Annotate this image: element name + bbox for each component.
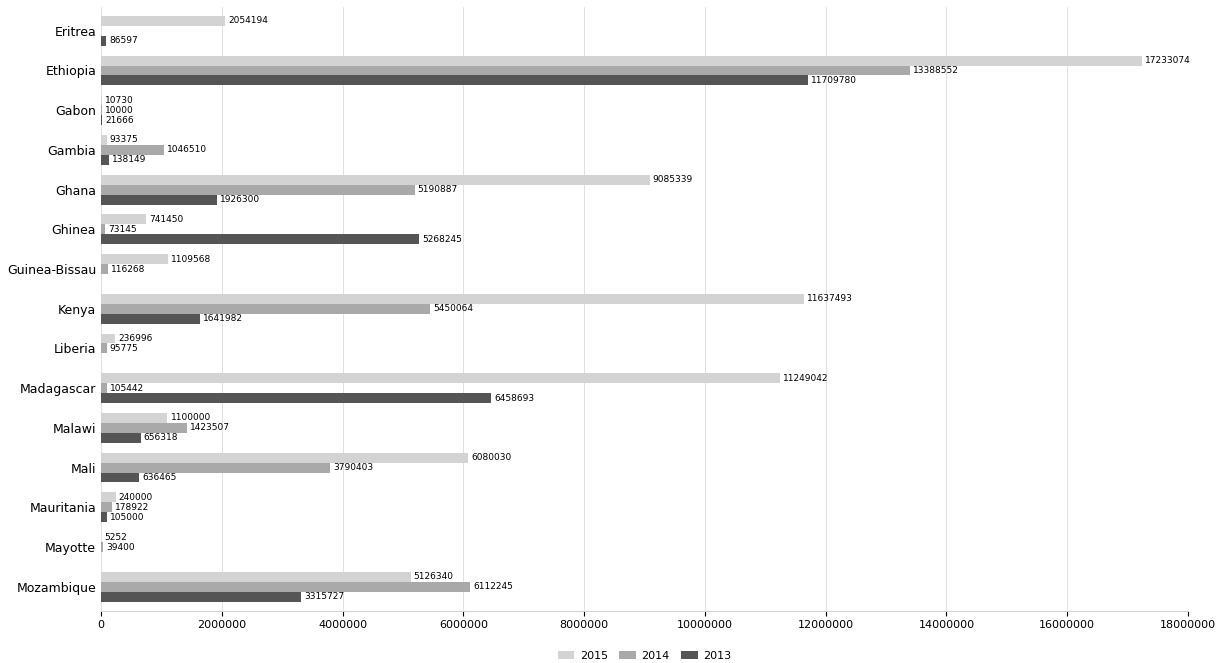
Text: 5190887: 5190887: [417, 185, 457, 194]
Text: 2054194: 2054194: [229, 17, 268, 25]
Text: 5268245: 5268245: [422, 235, 462, 244]
Text: 3315727: 3315727: [305, 592, 345, 601]
Bar: [102, 473, 139, 483]
Text: 741450: 741450: [149, 215, 183, 224]
Text: 3790403: 3790403: [333, 463, 373, 472]
Text: 1641982: 1641982: [203, 314, 243, 323]
Bar: [102, 254, 168, 264]
Text: 21666: 21666: [105, 115, 135, 125]
Bar: [102, 115, 103, 125]
Bar: [102, 373, 780, 383]
Text: 1423507: 1423507: [190, 424, 230, 432]
Bar: [102, 343, 106, 353]
Text: 1100000: 1100000: [170, 414, 210, 422]
Text: 17233074: 17233074: [1145, 56, 1190, 65]
Bar: [102, 413, 168, 423]
Bar: [102, 175, 649, 185]
Bar: [102, 503, 111, 512]
Text: 39400: 39400: [106, 542, 135, 552]
Text: 1926300: 1926300: [220, 195, 260, 204]
Bar: [102, 512, 108, 522]
Bar: [102, 145, 164, 155]
Bar: [102, 463, 330, 473]
Bar: [102, 314, 201, 324]
Bar: [102, 194, 218, 204]
Text: 1109568: 1109568: [171, 255, 212, 264]
Text: 636465: 636465: [143, 473, 177, 482]
Text: 240000: 240000: [119, 493, 153, 502]
Bar: [102, 433, 141, 443]
Bar: [102, 393, 492, 403]
Text: 5450064: 5450064: [433, 304, 473, 313]
Text: 11637493: 11637493: [807, 294, 852, 304]
Text: 11709780: 11709780: [811, 76, 857, 85]
Bar: [102, 36, 106, 46]
Text: 11249042: 11249042: [784, 374, 829, 383]
Bar: [102, 76, 808, 86]
Bar: [102, 333, 115, 343]
Bar: [102, 304, 430, 314]
Text: 116268: 116268: [111, 265, 146, 274]
Text: 5252: 5252: [104, 532, 127, 542]
Bar: [102, 56, 1142, 66]
Text: 93375: 93375: [110, 135, 138, 145]
Text: 6080030: 6080030: [471, 453, 511, 462]
Text: 13388552: 13388552: [912, 66, 959, 75]
Bar: [102, 234, 419, 244]
Text: 6458693: 6458693: [494, 394, 534, 402]
Bar: [102, 294, 804, 304]
Bar: [102, 135, 106, 145]
Bar: [102, 214, 146, 224]
Text: 95775: 95775: [110, 344, 138, 353]
Legend: 2015, 2014, 2013: 2015, 2014, 2013: [553, 646, 736, 663]
Text: 6112245: 6112245: [473, 582, 512, 591]
Bar: [102, 572, 411, 581]
Text: 10000: 10000: [105, 105, 133, 115]
Text: 178922: 178922: [115, 503, 149, 512]
Bar: [102, 453, 468, 463]
Text: 656318: 656318: [144, 434, 179, 442]
Bar: [102, 581, 470, 591]
Bar: [102, 66, 910, 76]
Text: 105442: 105442: [110, 384, 144, 392]
Text: 86597: 86597: [109, 36, 138, 45]
Text: 138149: 138149: [113, 155, 147, 164]
Bar: [102, 224, 105, 234]
Text: 236996: 236996: [119, 334, 153, 343]
Text: 10730: 10730: [105, 95, 133, 105]
Bar: [102, 423, 187, 433]
Bar: [102, 155, 109, 165]
Text: 5126340: 5126340: [413, 572, 454, 581]
Text: 73145: 73145: [109, 225, 137, 234]
Bar: [102, 542, 104, 552]
Text: 105000: 105000: [110, 512, 144, 522]
Text: 1046510: 1046510: [168, 145, 208, 154]
Bar: [102, 493, 115, 503]
Text: 9085339: 9085339: [653, 175, 693, 184]
Bar: [102, 16, 225, 26]
Bar: [102, 383, 108, 393]
Bar: [102, 264, 108, 274]
Bar: [102, 591, 301, 601]
Bar: [102, 185, 415, 194]
